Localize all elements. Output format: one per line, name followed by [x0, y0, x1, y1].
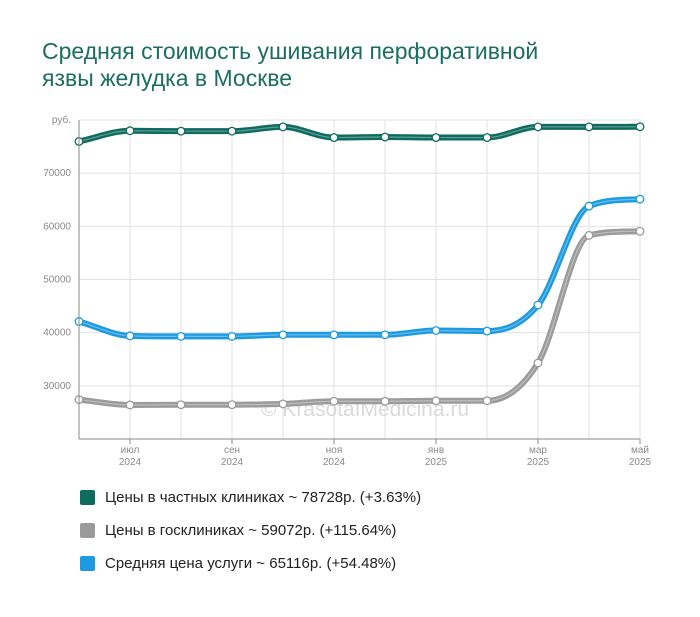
chart-title-line-2: язвы желудка в Москве: [42, 65, 293, 91]
data-point-public: [533, 358, 543, 368]
data-point-private: [584, 122, 594, 132]
legend-label-private: Цены в частных клиниках ~ 78728р. (+3.63…: [105, 488, 422, 506]
data-point-public: [125, 400, 135, 410]
series-public: [76, 228, 643, 408]
y-tick-label: 30000: [43, 381, 71, 392]
x-tick-year: 2024: [323, 457, 346, 468]
data-point-private: [227, 126, 237, 136]
legend-swatch-average: [80, 555, 95, 571]
x-tick-year: 2025: [527, 457, 550, 468]
data-point-public: [227, 400, 237, 410]
x-tick-month: июл: [121, 445, 140, 456]
legend-item-average: Средняя цена услуги ~ 65116р. (+54.48%): [80, 554, 421, 572]
data-point-private: [329, 133, 339, 142]
chart-title: Средняя стоимость ушивания перфоративной…: [42, 38, 642, 92]
legend-item-private: Цены в частных клиниках ~ 78728р. (+3.63…: [80, 488, 421, 506]
data-point-average: [482, 326, 492, 336]
x-tick-year: 2025: [425, 457, 448, 468]
chart-title-line-1: Средняя стоимость ушивания перфоративной: [42, 38, 539, 64]
data-point-average: [431, 326, 441, 335]
x-tick-month: мар: [529, 445, 547, 456]
data-point-average: [533, 300, 543, 310]
data-point-public: [431, 396, 441, 406]
x-tick-month: ноя: [326, 445, 343, 456]
series: [76, 123, 643, 408]
data-point-average: [125, 331, 135, 341]
y-tick-label: 70000: [43, 168, 71, 179]
data-point-private: [482, 133, 492, 142]
data-point-public: [380, 396, 390, 406]
data-point-private: [278, 122, 288, 132]
x-tick-month: май: [631, 445, 649, 456]
line-chart: © KrasotaIMedicina.ru 300004000050000600…: [43, 114, 651, 468]
series-private: [76, 123, 643, 145]
x-tick-month: янв: [428, 445, 444, 456]
x-tick-year: 2025: [629, 457, 652, 468]
data-point-public: [278, 399, 288, 409]
data-point-public: [176, 400, 186, 410]
data-point-average: [278, 330, 288, 340]
data-point-average: [584, 201, 594, 211]
data-points: [74, 122, 645, 410]
data-point-average: [176, 331, 186, 341]
data-point-private: [431, 133, 441, 142]
data-point-average: [380, 330, 390, 340]
series-line-private: [76, 123, 643, 145]
legend: Цены в частных клиниках ~ 78728р. (+3.63…: [80, 488, 421, 587]
legend-item-public: Цены в госклиниках ~ 59072р. (+115.64%): [80, 521, 421, 539]
data-point-public: [635, 226, 645, 236]
data-point-average: [227, 331, 237, 341]
legend-swatch-private: [80, 489, 95, 505]
data-point-average: [329, 330, 339, 340]
axes: 3000040000500006000070000руб.июл2024сен2…: [43, 114, 651, 468]
x-tick-year: 2024: [119, 457, 142, 468]
data-point-public: [482, 396, 492, 406]
data-point-public: [584, 230, 594, 240]
y-tick-label: 60000: [43, 221, 71, 232]
data-point-private: [176, 126, 186, 136]
x-tick-month: сен: [224, 445, 240, 456]
y-tick-label: 50000: [43, 275, 71, 286]
data-point-private: [380, 132, 390, 142]
y-tick-label: 40000: [43, 328, 71, 339]
data-point-public: [329, 396, 339, 406]
data-point-average: [635, 194, 645, 204]
grid: [78, 119, 641, 439]
data-point-private: [635, 122, 645, 132]
legend-label-public: Цены в госклиниках ~ 59072р. (+115.64%): [105, 521, 397, 539]
series-line-public: [76, 228, 643, 408]
data-point-private: [533, 122, 543, 132]
legend-label-average: Средняя цена услуги ~ 65116р. (+54.48%): [105, 554, 397, 572]
data-point-private: [125, 126, 135, 136]
legend-swatch-public: [80, 522, 95, 538]
x-tick-year: 2024: [221, 457, 244, 468]
y-tick-label: руб.: [52, 114, 71, 126]
